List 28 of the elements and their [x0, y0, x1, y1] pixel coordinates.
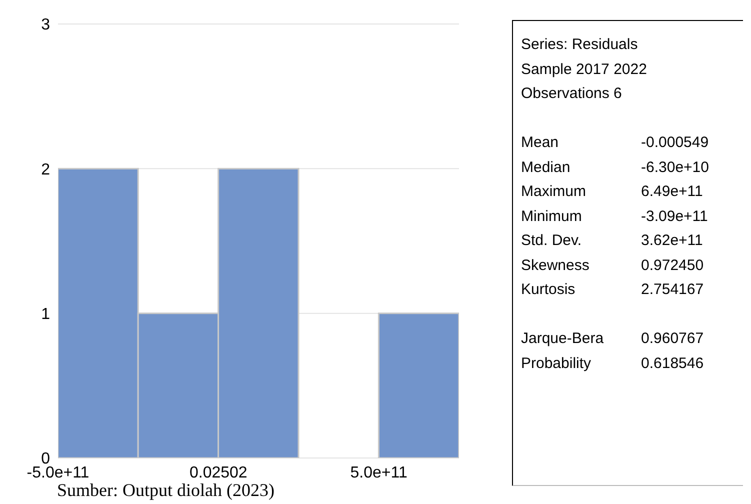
text: -6.30e+10 — [641, 158, 709, 178]
x-tick-label: 0.02502 — [189, 464, 248, 482]
text: Minimum — [521, 206, 583, 226]
text: Jarque-Bera — [521, 329, 605, 349]
text: Std. Dev. — [521, 231, 583, 251]
text: Series: Residuals — [521, 35, 639, 55]
text: Sumber: Output diolah (2023) — [57, 480, 274, 501]
text: Probability — [521, 354, 592, 374]
y-tick-label: 2 — [41, 161, 50, 178]
text: -0.000549 — [641, 133, 709, 153]
y-tick-label: 3 — [41, 16, 50, 34]
text: Kurtosis — [521, 280, 576, 300]
text: Observations 6 — [521, 84, 623, 104]
text: 0.972450 — [641, 256, 704, 276]
y-tick-label: 1 — [41, 306, 50, 324]
text: Mean — [521, 133, 560, 153]
text: Skewness — [521, 256, 590, 276]
x-tick-label: -5.0e+11 — [26, 464, 90, 482]
text: -3.09e+11 — [641, 206, 708, 226]
text: Maximum — [521, 182, 588, 202]
text: 0.618546 — [641, 354, 704, 374]
text: 3.62e+11 — [641, 231, 703, 251]
text: 2.754167 — [641, 280, 704, 300]
text: Median — [521, 158, 572, 178]
x-tick-label: 5.0e+11 — [350, 464, 408, 482]
text: 6.49e+11 — [641, 182, 703, 202]
text: 0.960767 — [641, 329, 704, 349]
text: Sample 2017 2022 — [521, 60, 648, 80]
